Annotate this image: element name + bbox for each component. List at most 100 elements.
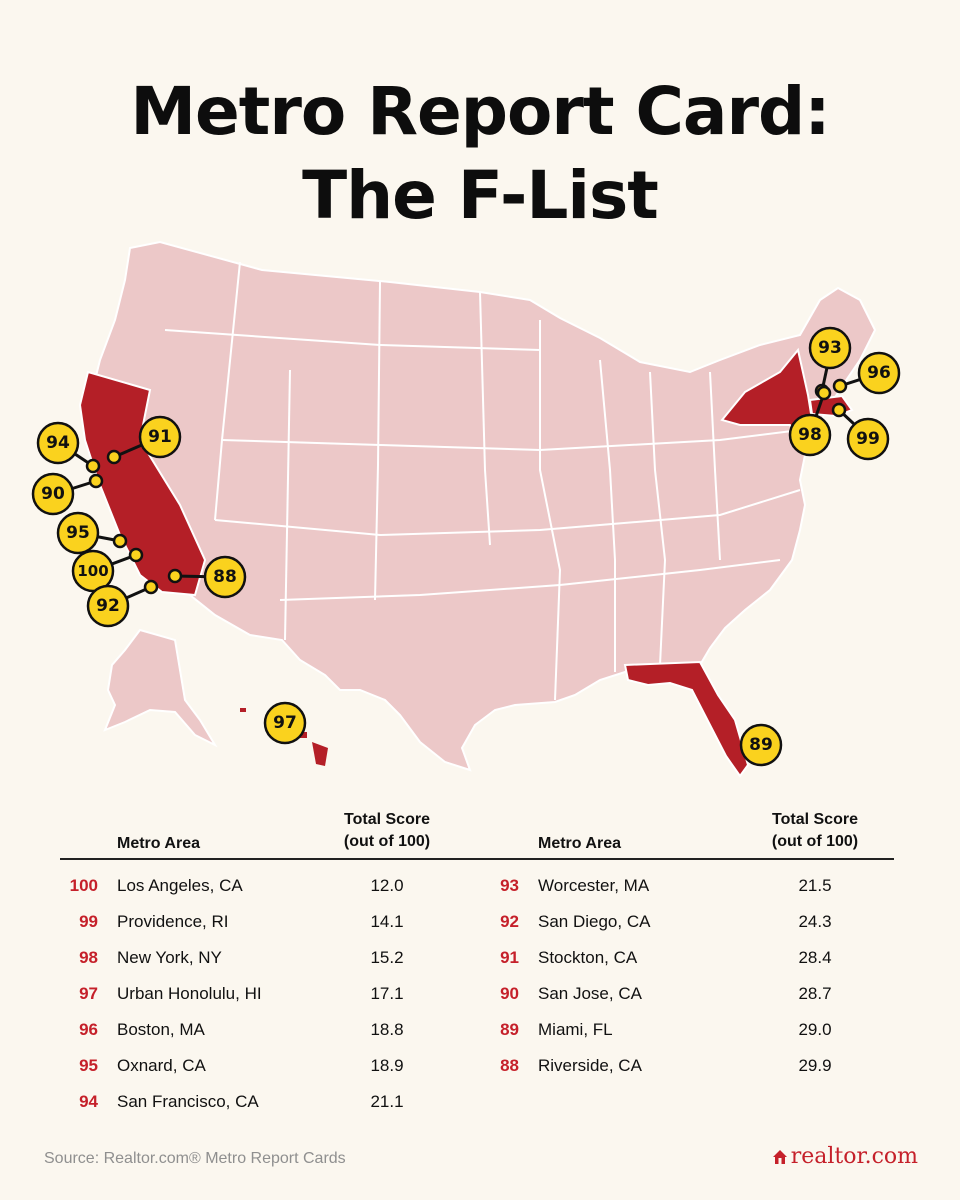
logo-text: realtor.com: [790, 1144, 918, 1169]
rank: 93: [500, 876, 519, 895]
alaska-shape: [103, 628, 218, 748]
table-row: 90 San Jose, CA 28.7: [483, 976, 903, 1012]
table-right-header: Metro Area Total Score (out of 100): [483, 805, 903, 855]
callout-dots: [85, 378, 848, 595]
table-row: 100 Los Angeles, CA 12.0: [62, 868, 462, 904]
badge-93: 93: [808, 326, 852, 370]
badge-92: 92: [86, 584, 130, 628]
header-score-line1: Total Score: [344, 811, 430, 828]
badge-88-label: 88: [213, 567, 237, 587]
badge-93-label: 93: [818, 338, 842, 358]
table-row: 98 New York, NY 15.2: [62, 940, 462, 976]
metro-name: Stockton, CA: [538, 948, 638, 967]
metro-name: San Diego, CA: [538, 912, 651, 931]
badge-95-label: 95: [66, 523, 90, 543]
total-score: 21.5: [798, 876, 832, 895]
us-map: 94 91 90 95 100 92 88 97 93 96 98 99 89: [31, 240, 901, 778]
table-row: 99 Providence, RI 14.1: [62, 904, 462, 940]
metro-name: Boston, MA: [117, 1020, 205, 1039]
badge-99-label: 99: [856, 429, 880, 449]
badge-91: 91: [138, 415, 182, 459]
table-row: 95 Oxnard, CA 18.9: [62, 1048, 462, 1084]
badge-96-label: 96: [867, 363, 891, 383]
header-score-line2: (out of 100): [343, 833, 431, 850]
rank: 90: [500, 984, 519, 1003]
badge-96: 96: [857, 351, 901, 395]
total-score: 29.0: [798, 1020, 832, 1039]
badge-91-label: 91: [148, 427, 172, 447]
title-line-1: Metro Report Card:: [130, 73, 830, 150]
rank: 97: [79, 984, 98, 1003]
header-metro-area: Metro Area: [538, 835, 621, 852]
badge-90-label: 90: [41, 484, 65, 504]
total-score: 12.0: [370, 876, 404, 895]
table-left: Metro Area Total Score (out of 100) 100 L…: [62, 805, 462, 1120]
table-row: 96 Boston, MA 18.8: [62, 1012, 462, 1048]
table-row: 93 Worcester, MA 21.5: [483, 868, 903, 904]
badge-94: 94: [36, 421, 80, 465]
table-header-divider: [60, 858, 894, 860]
metro-name: Oxnard, CA: [117, 1056, 206, 1075]
total-score: 18.9: [370, 1056, 404, 1075]
realtor-logo: realtor.com: [772, 1144, 918, 1171]
total-score: 29.9: [798, 1056, 832, 1075]
state-hawaii-small-island-3: [240, 708, 246, 712]
total-score: 18.8: [370, 1020, 404, 1039]
metro-name: Worcester, MA: [538, 876, 650, 895]
metro-name: San Francisco, CA: [117, 1092, 259, 1111]
total-score: 14.1: [370, 912, 404, 931]
metro-name: San Jose, CA: [538, 984, 642, 1003]
table-right: Metro Area Total Score (out of 100) 93 Wo…: [483, 805, 903, 1084]
us-mainland-shape: [88, 240, 877, 772]
total-score: 24.3: [798, 912, 832, 931]
header-score-line2: (out of 100): [771, 833, 859, 850]
header-score-line1: Total Score: [772, 811, 858, 828]
badge-92-label: 92: [96, 596, 120, 616]
total-score: 28.4: [798, 948, 832, 967]
table-left-header: Metro Area Total Score (out of 100): [62, 805, 462, 855]
state-florida: [623, 660, 750, 778]
badge-100-label: 100: [77, 562, 108, 580]
badge-95: 95: [56, 511, 100, 555]
rank: 92: [500, 912, 519, 931]
table-row: 97 Urban Honolulu, HI 17.1: [62, 976, 462, 1012]
metro-name: Los Angeles, CA: [117, 876, 243, 895]
badge-88: 88: [203, 555, 247, 599]
table-row: 92 San Diego, CA 24.3: [483, 904, 903, 940]
rank: 96: [79, 1020, 98, 1039]
title-line-2: The F-List: [302, 157, 659, 234]
total-score: 28.7: [798, 984, 832, 1003]
badge-90: 90: [31, 472, 75, 516]
metro-name: Urban Honolulu, HI: [117, 984, 262, 1003]
table-row: 89 Miami, FL 29.0: [483, 1012, 903, 1048]
badge-100: 100: [71, 549, 115, 593]
badge-97-label: 97: [273, 713, 297, 733]
rank: 98: [79, 948, 98, 967]
badge-94-label: 94: [46, 433, 70, 453]
metro-name: Riverside, CA: [538, 1056, 642, 1075]
header-total-score: Total Score (out of 100): [745, 809, 885, 853]
total-score: 17.1: [370, 984, 404, 1003]
rank: 94: [79, 1092, 98, 1111]
table-row: 88 Riverside, CA 29.9: [483, 1048, 903, 1084]
rank: 91: [500, 948, 519, 967]
state-hawaii-big-island: [312, 742, 328, 766]
header-total-score: Total Score (out of 100): [317, 809, 457, 853]
badge-89: 89: [739, 723, 783, 767]
rank: 89: [500, 1020, 519, 1039]
badge-97: 97: [263, 701, 307, 745]
source-note: Source: Realtor.com® Metro Report Cards: [44, 1150, 346, 1167]
header-metro-area: Metro Area: [117, 835, 200, 852]
rank: 100: [69, 876, 98, 895]
total-score: 15.2: [370, 948, 404, 967]
rank: 88: [500, 1056, 519, 1075]
state-borders: [164, 261, 801, 701]
house-icon: [772, 1146, 788, 1171]
table-row: 91 Stockton, CA 28.4: [483, 940, 903, 976]
badge-89-label: 89: [749, 735, 773, 755]
table-row: 94 San Francisco, CA 21.1: [62, 1084, 462, 1120]
rank: 99: [79, 912, 98, 931]
metro-name: New York, NY: [117, 948, 222, 967]
badge-98-label: 98: [798, 425, 822, 445]
rank: 95: [79, 1056, 98, 1075]
